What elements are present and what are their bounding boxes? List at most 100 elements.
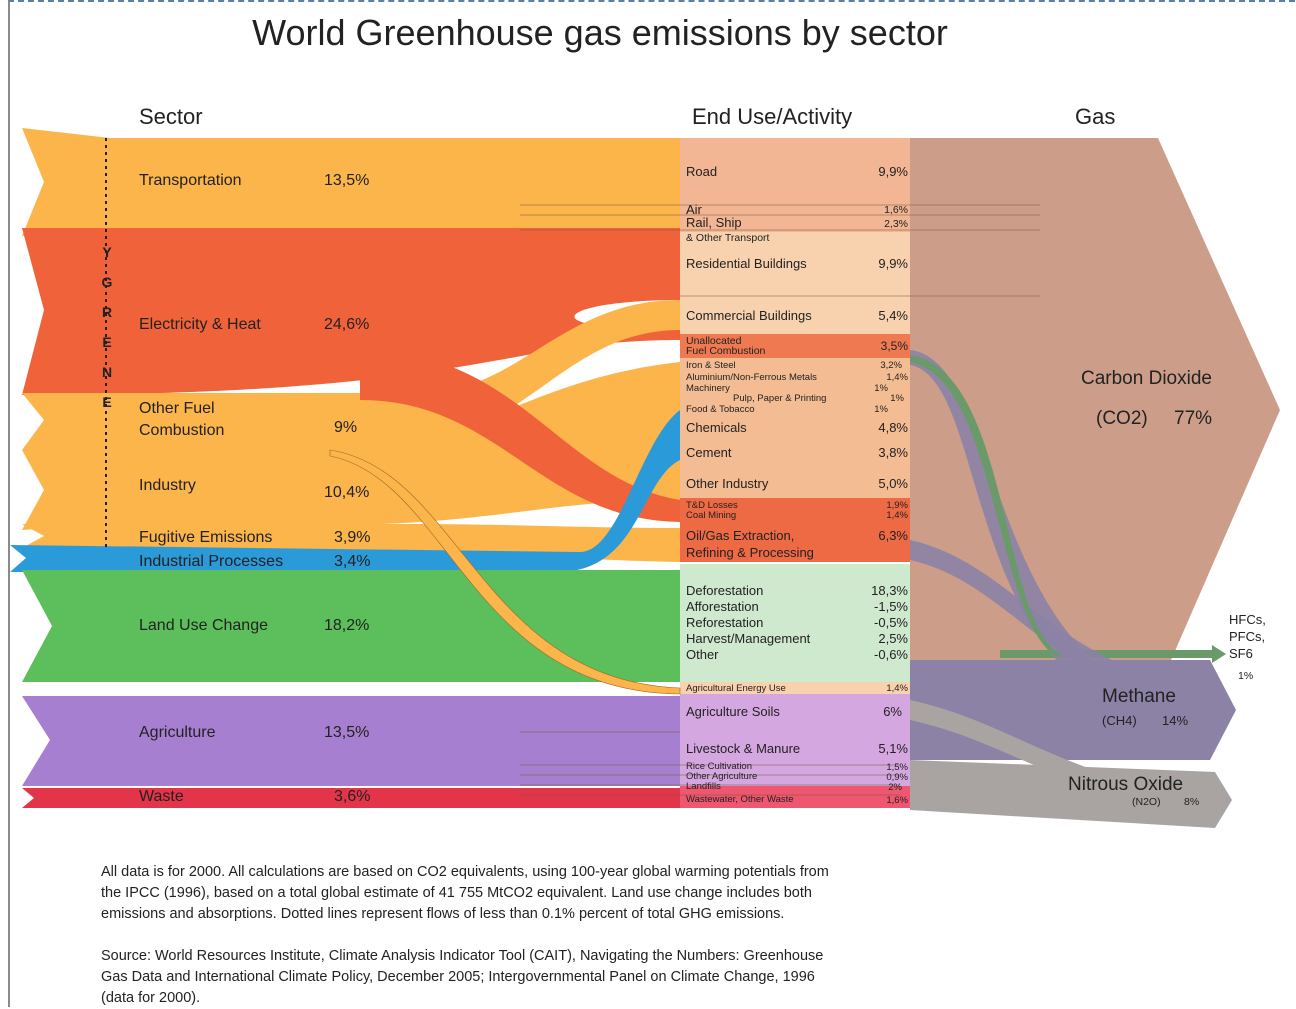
enduse-value: 5,0% (878, 476, 908, 491)
energy-letter: N (101, 364, 113, 380)
enduse-block-residential (680, 232, 910, 296)
sector-value: 24,6% (324, 316, 370, 333)
figure-frame (8, 0, 1295, 1007)
notes-line: All data is for 2000. All calculations a… (101, 864, 829, 880)
enduse-label: Agricultural Energy Use (686, 683, 786, 694)
enduse-label: Coal Mining (686, 510, 737, 521)
enduse-label: Chemicals (686, 420, 747, 435)
source-line: Gas Data and International Climate Polic… (101, 969, 815, 986)
enduse-value: 5,4% (878, 308, 908, 323)
sector-value: 9% (334, 419, 358, 436)
band-electricity-flow (300, 255, 680, 345)
n2o-arrow (910, 760, 1232, 828)
notes-paragraph: All data is for 2000. All calculations a… (101, 862, 1111, 925)
sector-label: Other Fuel (139, 400, 215, 417)
enduse-label: Commercial Buildings (686, 308, 812, 323)
sector-label: Combustion (139, 422, 225, 439)
enduse-label: Residential Buildings (686, 256, 807, 271)
gas-value-co2: 77% (1174, 408, 1213, 429)
enduse-block-waste (680, 786, 910, 808)
enduse-label: Livestock & Manure (686, 741, 801, 756)
enduse-label: & Other Transport (686, 232, 770, 244)
band-agriculture (22, 696, 680, 786)
enduse-block-agri (680, 694, 910, 786)
band-transportation (22, 128, 680, 236)
energy-bracket-label: Y G R E N E (97, 245, 117, 425)
band-electricity-flow2 (360, 350, 680, 522)
enduse-value: 1,4% (886, 372, 908, 383)
sector-value: 3,9% (334, 529, 371, 546)
flow-agenergy (329, 449, 681, 695)
source-paragraph: Source: World Resources Institute, Clima… (101, 946, 1111, 1009)
enduse-block-td (680, 498, 910, 524)
enduse-value: 6% (883, 704, 902, 719)
enduse-value: 4,8% (878, 420, 908, 435)
notes-line: the IPCC (1996), based on a total global… (101, 885, 812, 902)
enduse-label: Unallocated (686, 335, 742, 347)
sector-label: Agriculture (139, 724, 216, 741)
flow-to-methane (910, 350, 1160, 720)
enduse-label: Landfills (686, 781, 721, 792)
hfc-arrow (1000, 645, 1226, 663)
enduse-value: 2,5% (878, 631, 908, 646)
header-gas: Gas (1075, 104, 1116, 129)
band-landuse (22, 570, 680, 682)
enduse-value: 9,9% (878, 164, 908, 179)
enduse-label: Road (686, 164, 718, 179)
enduse-value: 1,4% (886, 510, 908, 521)
enduse-block-transport (680, 138, 910, 232)
band-industrial-processes (10, 410, 680, 572)
enduse-block-landuse (680, 564, 910, 682)
enduse-block-unallocated (680, 334, 910, 358)
enduse-label: Cement (686, 445, 732, 460)
energy-letter: E (102, 334, 112, 350)
enduse-label: Harvest/Management (686, 631, 811, 646)
enduse-value: 0,9% (886, 772, 908, 783)
source-line: (data for 2000). (101, 990, 201, 1007)
enduse-value: 1,9% (886, 500, 908, 511)
sector-label: Industry (139, 477, 196, 494)
enduse-value: 2,3% (884, 218, 908, 230)
enduse-value: -1,5% (874, 599, 908, 614)
gas-label-n2o: Nitrous Oxide (1068, 774, 1184, 795)
gas-value-ch4: 14% (1162, 713, 1189, 728)
enduse-value: 3,2% (880, 360, 902, 371)
sector-label: Waste (139, 788, 184, 805)
notes-line: emissions and absorptions. Dotted lines … (101, 906, 785, 923)
enduse-value: 3,5% (880, 339, 908, 353)
gas-label-sf6: SF6 (1229, 646, 1253, 661)
enduse-block-commercial (680, 296, 910, 334)
enduse-value: 18,3% (871, 583, 908, 598)
enduse-value: 1,4% (886, 683, 908, 694)
enduse-label: Other Industry (686, 476, 769, 491)
enduse-label: Aluminium/Non-Ferrous Metals (686, 372, 817, 383)
diagram-title: World Greenhouse gas emissions by sector (252, 12, 948, 53)
sector-value: 3,6% (334, 788, 371, 805)
sector-value: 10,4% (324, 484, 370, 501)
sector-value: 18,2% (324, 617, 370, 634)
enduse-label: Fuel Combustion (686, 345, 766, 357)
gas-formula-ch4: (CH4) (1102, 713, 1137, 728)
enduse-label: Food & Tobacco (686, 404, 755, 415)
enduse-block-agenergy (680, 682, 910, 694)
enduse-value: 1% (874, 383, 888, 394)
header-sector: Sector (139, 104, 203, 129)
gas-label-hfc: HFCs, (1229, 612, 1266, 627)
sector-label: Transportation (139, 172, 242, 189)
enduse-value: -0,5% (874, 615, 908, 630)
enduse-label: Oil/Gas Extraction, (686, 528, 795, 543)
enduse-block-oilgas (680, 524, 910, 562)
enduse-label: Machinery (686, 383, 730, 394)
band-waste (22, 788, 680, 808)
sector-value: 3,4% (334, 553, 371, 570)
enduse-label: T&D Losses (686, 500, 738, 511)
enduse-value: 1% (890, 393, 904, 404)
enduse-label: Air (686, 202, 702, 217)
enduse-value: 6,3% (878, 528, 908, 543)
sector-label: Fugitive Emissions (139, 529, 273, 546)
enduse-label: Deforestation (686, 583, 764, 598)
enduse-value: -0,6% (874, 647, 908, 662)
gas-label-co2: Carbon Dioxide (1081, 368, 1212, 389)
gas-value-hfc: 1% (1238, 670, 1254, 682)
